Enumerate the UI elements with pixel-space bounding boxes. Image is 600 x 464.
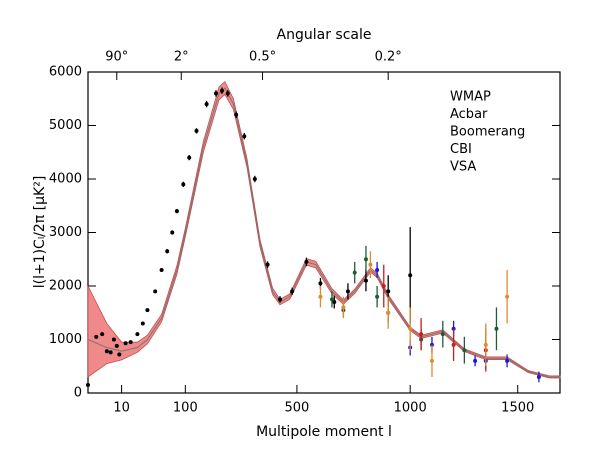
data-point <box>386 289 391 294</box>
x2-tick-label: 0.5° <box>249 50 276 65</box>
data-point <box>123 341 128 346</box>
y-tick-label: 3000 <box>49 225 82 240</box>
data-point <box>440 332 445 337</box>
data-point <box>345 289 350 294</box>
data-point <box>108 350 113 355</box>
data-point <box>277 297 282 302</box>
data-point <box>104 349 109 354</box>
x-tick-label: 1000 <box>394 401 427 416</box>
data-point <box>165 249 170 254</box>
legend-entry: Boomerang <box>450 125 525 140</box>
data-point <box>234 112 239 117</box>
data-point <box>473 358 478 363</box>
data-point <box>187 155 192 160</box>
data-point <box>505 358 510 363</box>
data-point <box>483 342 488 347</box>
data-point <box>159 267 164 272</box>
data-point <box>429 358 434 363</box>
top-axis-title: Angular scale <box>277 27 372 43</box>
y-tick-label: 2000 <box>49 279 82 294</box>
data-point <box>536 374 541 379</box>
data-point <box>352 270 357 275</box>
y-tick-label: 0 <box>74 386 82 401</box>
x-axis-title: Multipole moment l <box>256 424 392 440</box>
y-tick-label: 1000 <box>49 332 82 347</box>
data-point <box>170 230 175 235</box>
data-point <box>386 310 391 315</box>
data-point <box>329 297 334 302</box>
data-point <box>213 91 218 96</box>
legend-entry: WMAP <box>450 90 491 105</box>
y-tick-label: 4000 <box>49 172 82 187</box>
data-point <box>408 273 413 278</box>
data-point <box>408 326 413 331</box>
legend-entry: Acbar <box>450 107 488 122</box>
x-tick-label: 10 <box>113 401 130 416</box>
data-point <box>111 337 116 342</box>
y-tick-label: 6000 <box>49 65 82 80</box>
data-point <box>341 305 346 310</box>
data-point <box>375 294 380 299</box>
data-point <box>204 102 209 107</box>
data-point <box>332 300 337 305</box>
data-point <box>368 262 373 267</box>
data-point <box>194 128 199 133</box>
x-tick-label: 500 <box>285 401 310 416</box>
x2-tick-label: 90° <box>105 50 128 65</box>
data-point <box>451 342 456 347</box>
y-tick-label: 5000 <box>49 118 82 133</box>
data-point <box>174 209 179 214</box>
data-point <box>290 289 295 294</box>
x-tick-label: 1500 <box>501 401 534 416</box>
data-point <box>145 308 150 313</box>
data-point <box>375 267 380 272</box>
x2-tick-label: 2° <box>174 50 189 65</box>
data-point <box>304 259 309 264</box>
data-point <box>419 332 424 337</box>
legend-entry: CBI <box>450 142 472 157</box>
legend-entry: VSA <box>450 160 476 175</box>
data-point <box>494 326 499 331</box>
data-point <box>242 134 247 139</box>
data-point <box>153 289 158 294</box>
data-point <box>135 332 140 337</box>
data-point <box>252 177 257 181</box>
data-point <box>100 332 105 337</box>
data-point <box>505 294 510 299</box>
data-point <box>318 294 323 299</box>
data-point <box>117 352 122 357</box>
data-point <box>181 182 186 187</box>
data-point <box>94 334 99 339</box>
data-point <box>363 257 368 262</box>
data-point <box>462 348 467 353</box>
x2-tick-label: 0.2° <box>375 50 402 65</box>
data-point <box>318 281 323 286</box>
y-axis-title: l(l+1)Cₗ/2π [μK²] <box>32 176 48 289</box>
x-tick-label: 100 <box>173 401 198 416</box>
plot-frame <box>87 71 561 394</box>
data-point <box>225 91 230 96</box>
data-point <box>381 284 386 288</box>
data-point <box>265 262 270 267</box>
data-point <box>219 88 224 93</box>
data-point <box>140 321 145 326</box>
data-point <box>86 382 90 387</box>
data-point <box>363 278 368 283</box>
data-point <box>128 340 133 345</box>
data-point <box>114 343 119 348</box>
